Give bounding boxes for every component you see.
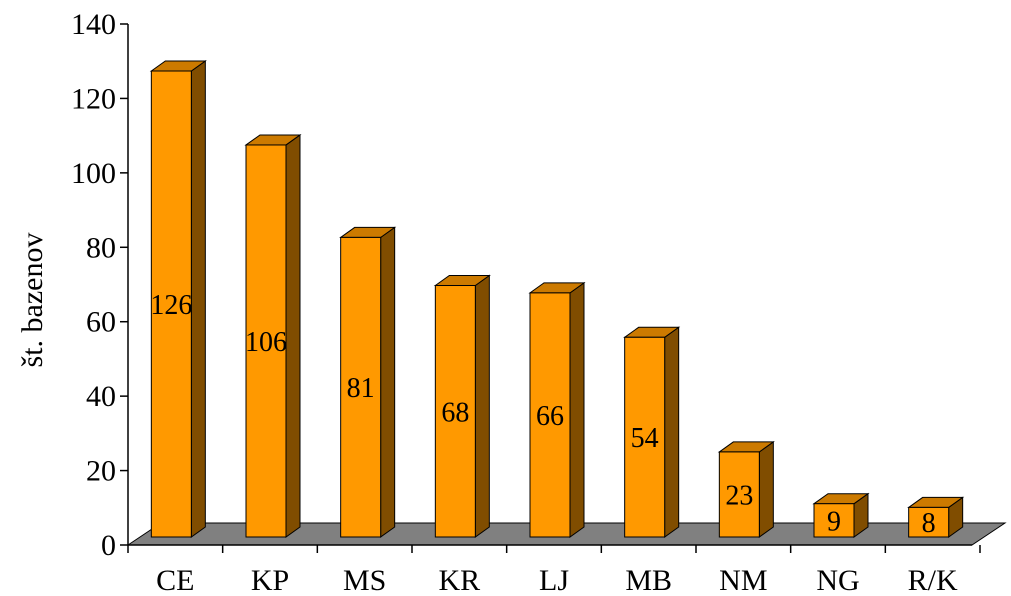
data-label: 106 bbox=[245, 327, 287, 358]
bar-front bbox=[624, 336, 666, 538]
data-label: 54 bbox=[631, 423, 659, 454]
x-tick-label: NM bbox=[719, 564, 767, 596]
bar-front bbox=[434, 285, 476, 538]
bar: 9 bbox=[812, 492, 870, 538]
bar: 23 bbox=[717, 440, 775, 538]
bar: 66 bbox=[528, 281, 586, 538]
bar-front bbox=[150, 70, 192, 538]
bar-side bbox=[474, 274, 490, 538]
bar-side bbox=[758, 440, 774, 538]
y-tick-label: 80 bbox=[86, 231, 116, 264]
data-label: 68 bbox=[441, 397, 469, 428]
bar: 68 bbox=[433, 274, 491, 538]
x-tick-label: KP bbox=[251, 564, 289, 596]
x-tick-label: LJ bbox=[539, 564, 569, 596]
data-label: 23 bbox=[725, 480, 753, 511]
y-axis-title: št. bazenov bbox=[16, 233, 49, 368]
y-tick-label: 0 bbox=[101, 529, 116, 562]
x-axis-ticks: CE KP MS KR LJ MB NM NG R/K bbox=[127, 545, 981, 596]
bar-side bbox=[664, 326, 680, 538]
bar-series: 126 106 81 68 66 54 23 9 8 bbox=[149, 60, 965, 539]
bar-front bbox=[340, 236, 382, 538]
y-tick-label: 120 bbox=[71, 82, 116, 115]
bar: 81 bbox=[339, 226, 397, 538]
x-tick-label: CE bbox=[156, 564, 194, 596]
bar-front bbox=[245, 144, 287, 538]
bar-side bbox=[569, 281, 585, 538]
y-tick-label: 20 bbox=[86, 455, 116, 488]
x-tick-label: R/K bbox=[908, 564, 958, 596]
x-tick-label: MB bbox=[625, 564, 672, 596]
y-axis-ticks: 0 20 40 60 80 100 120 140 bbox=[71, 8, 128, 562]
bar-front bbox=[718, 451, 760, 538]
bar-side bbox=[190, 60, 206, 538]
x-tick-label: MS bbox=[343, 564, 386, 596]
bar: 126 bbox=[149, 60, 207, 538]
data-label: 66 bbox=[536, 401, 564, 432]
bar: 54 bbox=[623, 326, 681, 538]
bar: 106 bbox=[244, 133, 302, 538]
data-label: 8 bbox=[922, 508, 936, 539]
data-label: 81 bbox=[347, 373, 375, 404]
bar: 8 bbox=[907, 496, 965, 539]
data-label: 126 bbox=[150, 290, 192, 321]
y-tick-label: 40 bbox=[86, 380, 116, 413]
bar-front bbox=[529, 292, 571, 538]
y-tick-label: 140 bbox=[71, 8, 116, 41]
data-label: 9 bbox=[827, 506, 841, 537]
bar-front bbox=[908, 506, 950, 538]
bar-side bbox=[285, 133, 301, 538]
y-tick-label: 60 bbox=[86, 306, 116, 339]
bar-side bbox=[380, 226, 396, 538]
y-tick-label: 100 bbox=[71, 157, 116, 190]
x-tick-label: KR bbox=[438, 564, 480, 596]
bar-front bbox=[813, 503, 855, 538]
x-tick-label: NG bbox=[816, 564, 859, 596]
